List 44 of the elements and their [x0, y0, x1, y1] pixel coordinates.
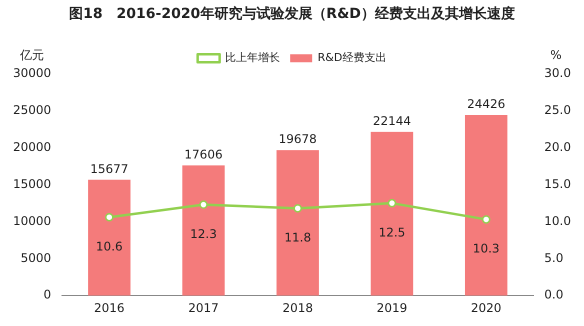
data-label: 22144	[372, 114, 412, 128]
y-tick-label: 20000	[12, 140, 52, 154]
bar	[370, 132, 414, 296]
y-tick-label: 25000	[12, 102, 52, 117]
y-tick-label: 0	[44, 288, 52, 302]
y-tick-label: 10000	[12, 214, 52, 228]
bar	[182, 165, 225, 296]
legend-label: 比上年增长	[225, 51, 280, 64]
data-label: 17606	[184, 148, 223, 162]
y2-tick-label: 5.0	[544, 250, 564, 265]
point	[199, 200, 208, 209]
y2-tick-label: 30.0	[544, 66, 571, 80]
y2-tick-label: 15.0	[544, 176, 571, 191]
y2-tick-label: 20.0	[544, 140, 571, 154]
x-tick-label: 2018	[282, 300, 313, 315]
bar	[88, 180, 130, 296]
data-label: 10.6	[96, 239, 123, 254]
y2-axis-title: %	[550, 48, 562, 62]
x-tick-label: 2017	[188, 300, 219, 315]
bar	[464, 115, 508, 296]
y-tick-label: 30000	[12, 66, 52, 80]
x-tick-label: 2020	[470, 300, 502, 315]
data-label: 11.8	[284, 230, 312, 244]
x-tick-label: 2019	[376, 300, 408, 315]
y2-tick-label: 10.0	[544, 214, 571, 228]
legend-label: R&D经费支出	[318, 51, 386, 64]
point	[105, 212, 114, 222]
y-tick-label: 15000	[12, 176, 52, 191]
data-label: 15677	[90, 162, 128, 176]
y2-tick-label: 0.0	[544, 288, 564, 302]
data-label: 12.3	[190, 226, 217, 241]
data-label: 10.3	[472, 242, 500, 256]
data-label: 19678	[278, 132, 317, 146]
point	[388, 198, 396, 208]
bar	[276, 150, 319, 296]
y2-tick-label: 25.0	[544, 102, 571, 117]
point	[293, 204, 302, 213]
data-label: 12.5	[378, 225, 406, 240]
data-label: 24426	[467, 97, 506, 112]
y-tick-label: 5000	[20, 250, 52, 265]
y-axis-title: 亿元	[19, 48, 44, 62]
chart-title: 图18 2016-2020年研究与试验发展（R&D）经费支出及其增长速度	[69, 5, 515, 22]
point	[482, 215, 490, 224]
x-tick-label: 2016	[94, 300, 125, 315]
